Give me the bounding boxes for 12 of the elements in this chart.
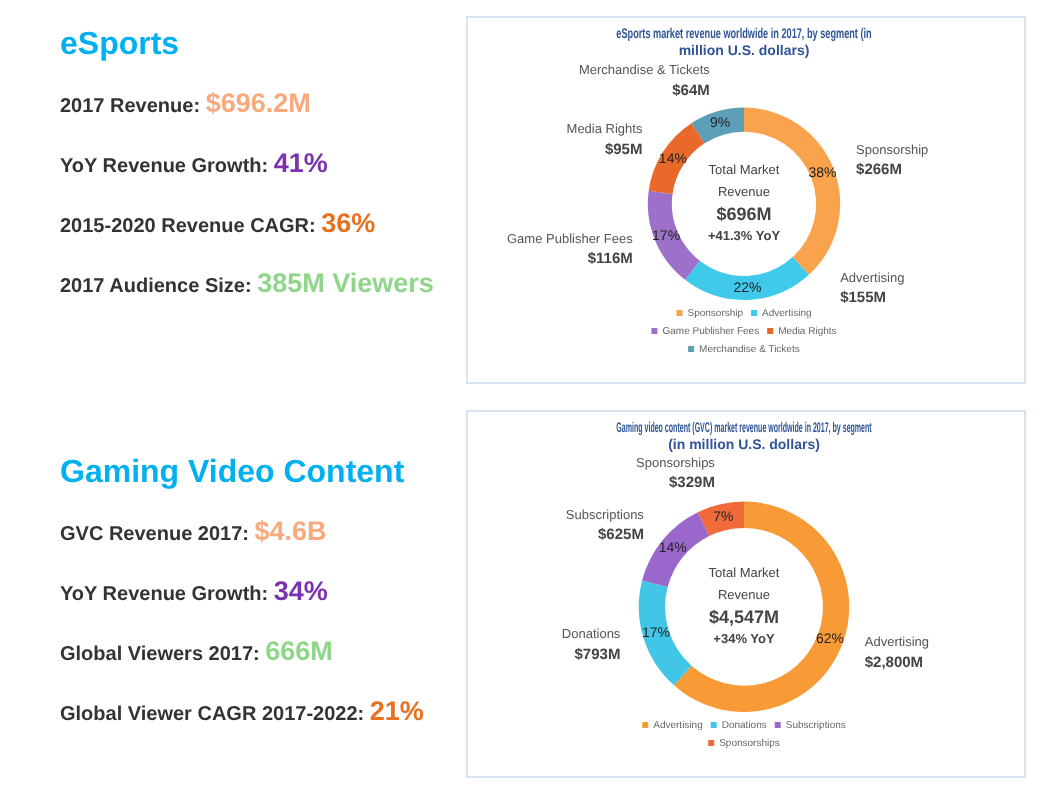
text: Global Viewer CAGR 2017-2022: 21% bbox=[60, 696, 426, 730]
text: 2017 Revenue: $696.2M bbox=[60, 88, 313, 122]
text: eSports bbox=[60, 28, 182, 64]
text: 2017 Audience Size: 385M Viewers bbox=[60, 268, 436, 302]
text: $4,547M bbox=[708, 606, 780, 627]
text: YoY Revenue Growth: 41% bbox=[60, 148, 330, 182]
text: YoY Revenue Growth: 34% bbox=[60, 576, 330, 610]
text: GVC Revenue 2017: $4.6B bbox=[60, 516, 329, 550]
text: $696M bbox=[716, 203, 772, 224]
text: 2015-2020 Revenue CAGR: 36% bbox=[60, 208, 378, 242]
text: Gaming Video Content bbox=[60, 456, 407, 492]
text: Global Viewers 2017: 666M bbox=[60, 636, 335, 670]
